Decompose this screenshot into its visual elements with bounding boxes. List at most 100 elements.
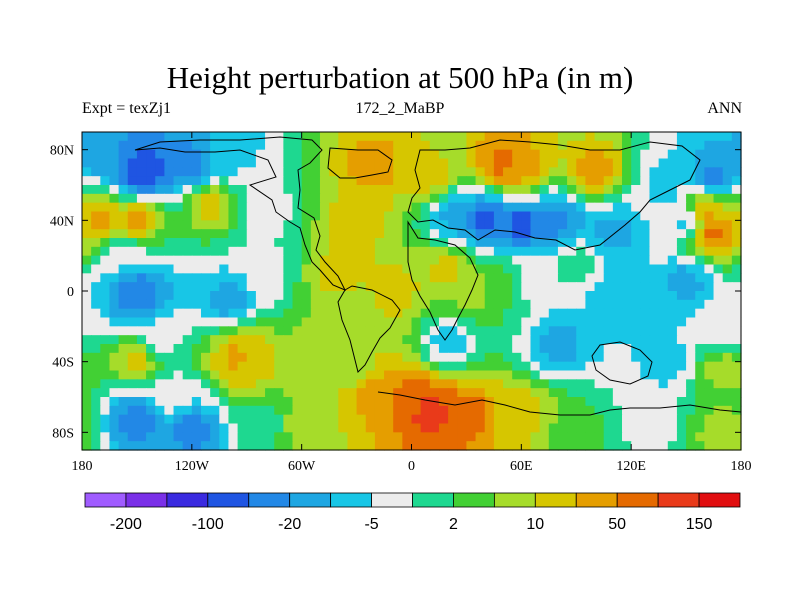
field-cell xyxy=(429,220,440,230)
field-cell xyxy=(329,432,339,442)
field-cell xyxy=(503,370,513,380)
field-cell xyxy=(457,132,468,142)
field-cell xyxy=(704,229,715,239)
field-cell xyxy=(484,229,495,239)
field-cell xyxy=(695,397,705,407)
field-cell xyxy=(402,132,413,142)
field-cell xyxy=(484,352,495,363)
field-cell xyxy=(301,352,312,363)
field-cell xyxy=(731,255,742,266)
field-cell xyxy=(594,308,605,319)
field-cell xyxy=(173,158,184,168)
field-cell xyxy=(667,432,678,442)
field-cell xyxy=(200,202,211,213)
field-cell xyxy=(667,255,678,266)
field-cell xyxy=(457,185,468,195)
field-cell xyxy=(585,264,596,274)
field-cell xyxy=(557,238,568,248)
field-cell xyxy=(512,441,522,451)
field-cell xyxy=(292,140,303,151)
field-cell xyxy=(448,326,458,336)
field-cell xyxy=(274,414,284,425)
field-cell xyxy=(109,388,120,398)
colorbar-box xyxy=(616,492,659,508)
field-cell xyxy=(521,149,532,160)
field-cell xyxy=(429,132,440,142)
field-cell xyxy=(329,414,339,425)
field-cell xyxy=(493,317,504,327)
field-cell xyxy=(365,291,376,301)
field-cell xyxy=(594,149,605,160)
field-cell xyxy=(503,158,513,168)
field-cell xyxy=(612,220,623,230)
field-cell xyxy=(539,335,550,345)
field-cell xyxy=(164,370,175,380)
field-cell xyxy=(182,317,193,327)
field-cell xyxy=(393,317,403,327)
field-cell xyxy=(438,335,449,345)
field-cell xyxy=(210,193,220,204)
field-cell xyxy=(292,229,303,239)
field-cell xyxy=(100,441,111,451)
field-cell xyxy=(347,202,358,213)
field-cell xyxy=(191,132,202,142)
colorbar-box xyxy=(412,492,454,508)
field-cell xyxy=(82,291,92,301)
field-cell xyxy=(329,140,339,151)
field-cell xyxy=(612,264,623,274)
field-cell xyxy=(173,140,184,151)
field-cell xyxy=(200,414,211,425)
left-subtitle: Expt = texZj1 xyxy=(82,100,172,117)
field-cell xyxy=(365,326,376,336)
field-cell xyxy=(622,246,632,257)
field-cell xyxy=(164,361,175,372)
field-cell xyxy=(594,388,605,398)
field-cell xyxy=(576,432,586,442)
field-cell xyxy=(155,370,165,380)
field-cell xyxy=(557,282,568,292)
field-cell xyxy=(283,379,294,389)
field-cell xyxy=(557,246,568,257)
field-cell xyxy=(713,193,724,204)
field-cell xyxy=(695,405,705,416)
field-cell xyxy=(274,282,284,292)
field-cell xyxy=(676,361,687,372)
field-cell xyxy=(576,202,586,213)
field-cell xyxy=(182,308,193,319)
field-cell xyxy=(283,326,294,336)
field-cell xyxy=(246,370,257,380)
field-cell xyxy=(658,352,669,363)
field-cell xyxy=(521,352,532,363)
field-cell xyxy=(649,370,660,380)
field-cell xyxy=(722,229,733,239)
field-cell xyxy=(136,344,147,354)
field-cell xyxy=(429,291,440,301)
field-cell xyxy=(594,193,605,204)
field-cell xyxy=(191,202,202,213)
field-cell xyxy=(622,291,632,301)
field-cell xyxy=(539,176,550,186)
field-cell xyxy=(347,370,358,380)
field-cell xyxy=(100,352,111,363)
field-cell xyxy=(127,149,138,160)
field-cell xyxy=(457,291,468,301)
field-cell xyxy=(347,149,358,160)
field-cell xyxy=(329,397,339,407)
field-cell xyxy=(292,326,303,336)
field-cell xyxy=(155,282,165,292)
field-cell xyxy=(292,335,303,345)
field-cell xyxy=(246,132,257,142)
field-cell xyxy=(713,352,724,363)
field-cell xyxy=(146,220,156,230)
field-cell xyxy=(722,158,733,168)
field-cell xyxy=(338,414,349,425)
field-cell xyxy=(191,229,202,239)
field-cell xyxy=(127,370,138,380)
field-cell xyxy=(127,264,138,274)
field-cell xyxy=(704,238,715,248)
field-cell xyxy=(622,414,632,425)
field-cell xyxy=(338,229,349,239)
field-cell xyxy=(448,158,458,168)
field-cell xyxy=(484,167,495,177)
field-cell xyxy=(475,405,486,416)
